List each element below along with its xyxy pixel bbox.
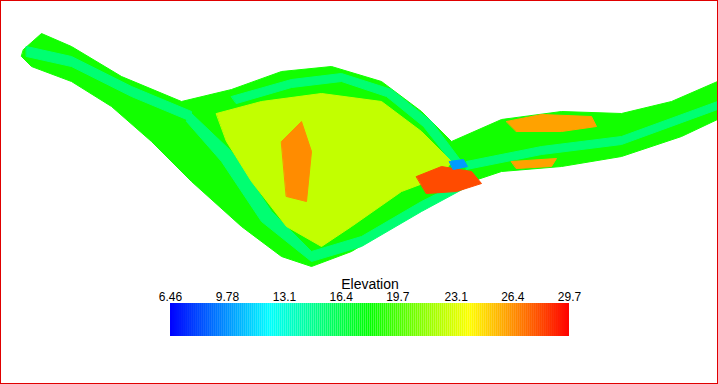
svg-text:6.46: 6.46 [159,290,183,304]
svg-text:Elevation: Elevation [341,276,399,292]
svg-text:19.7: 19.7 [386,289,410,304]
svg-text:26.4: 26.4 [501,290,525,304]
svg-text:9.78: 9.78 [216,290,240,304]
svg-text:13.1: 13.1 [273,290,297,304]
svg-text:23.1: 23.1 [445,290,469,304]
svg-text:29.7: 29.7 [558,290,582,304]
svg-text:16.4: 16.4 [329,289,353,304]
